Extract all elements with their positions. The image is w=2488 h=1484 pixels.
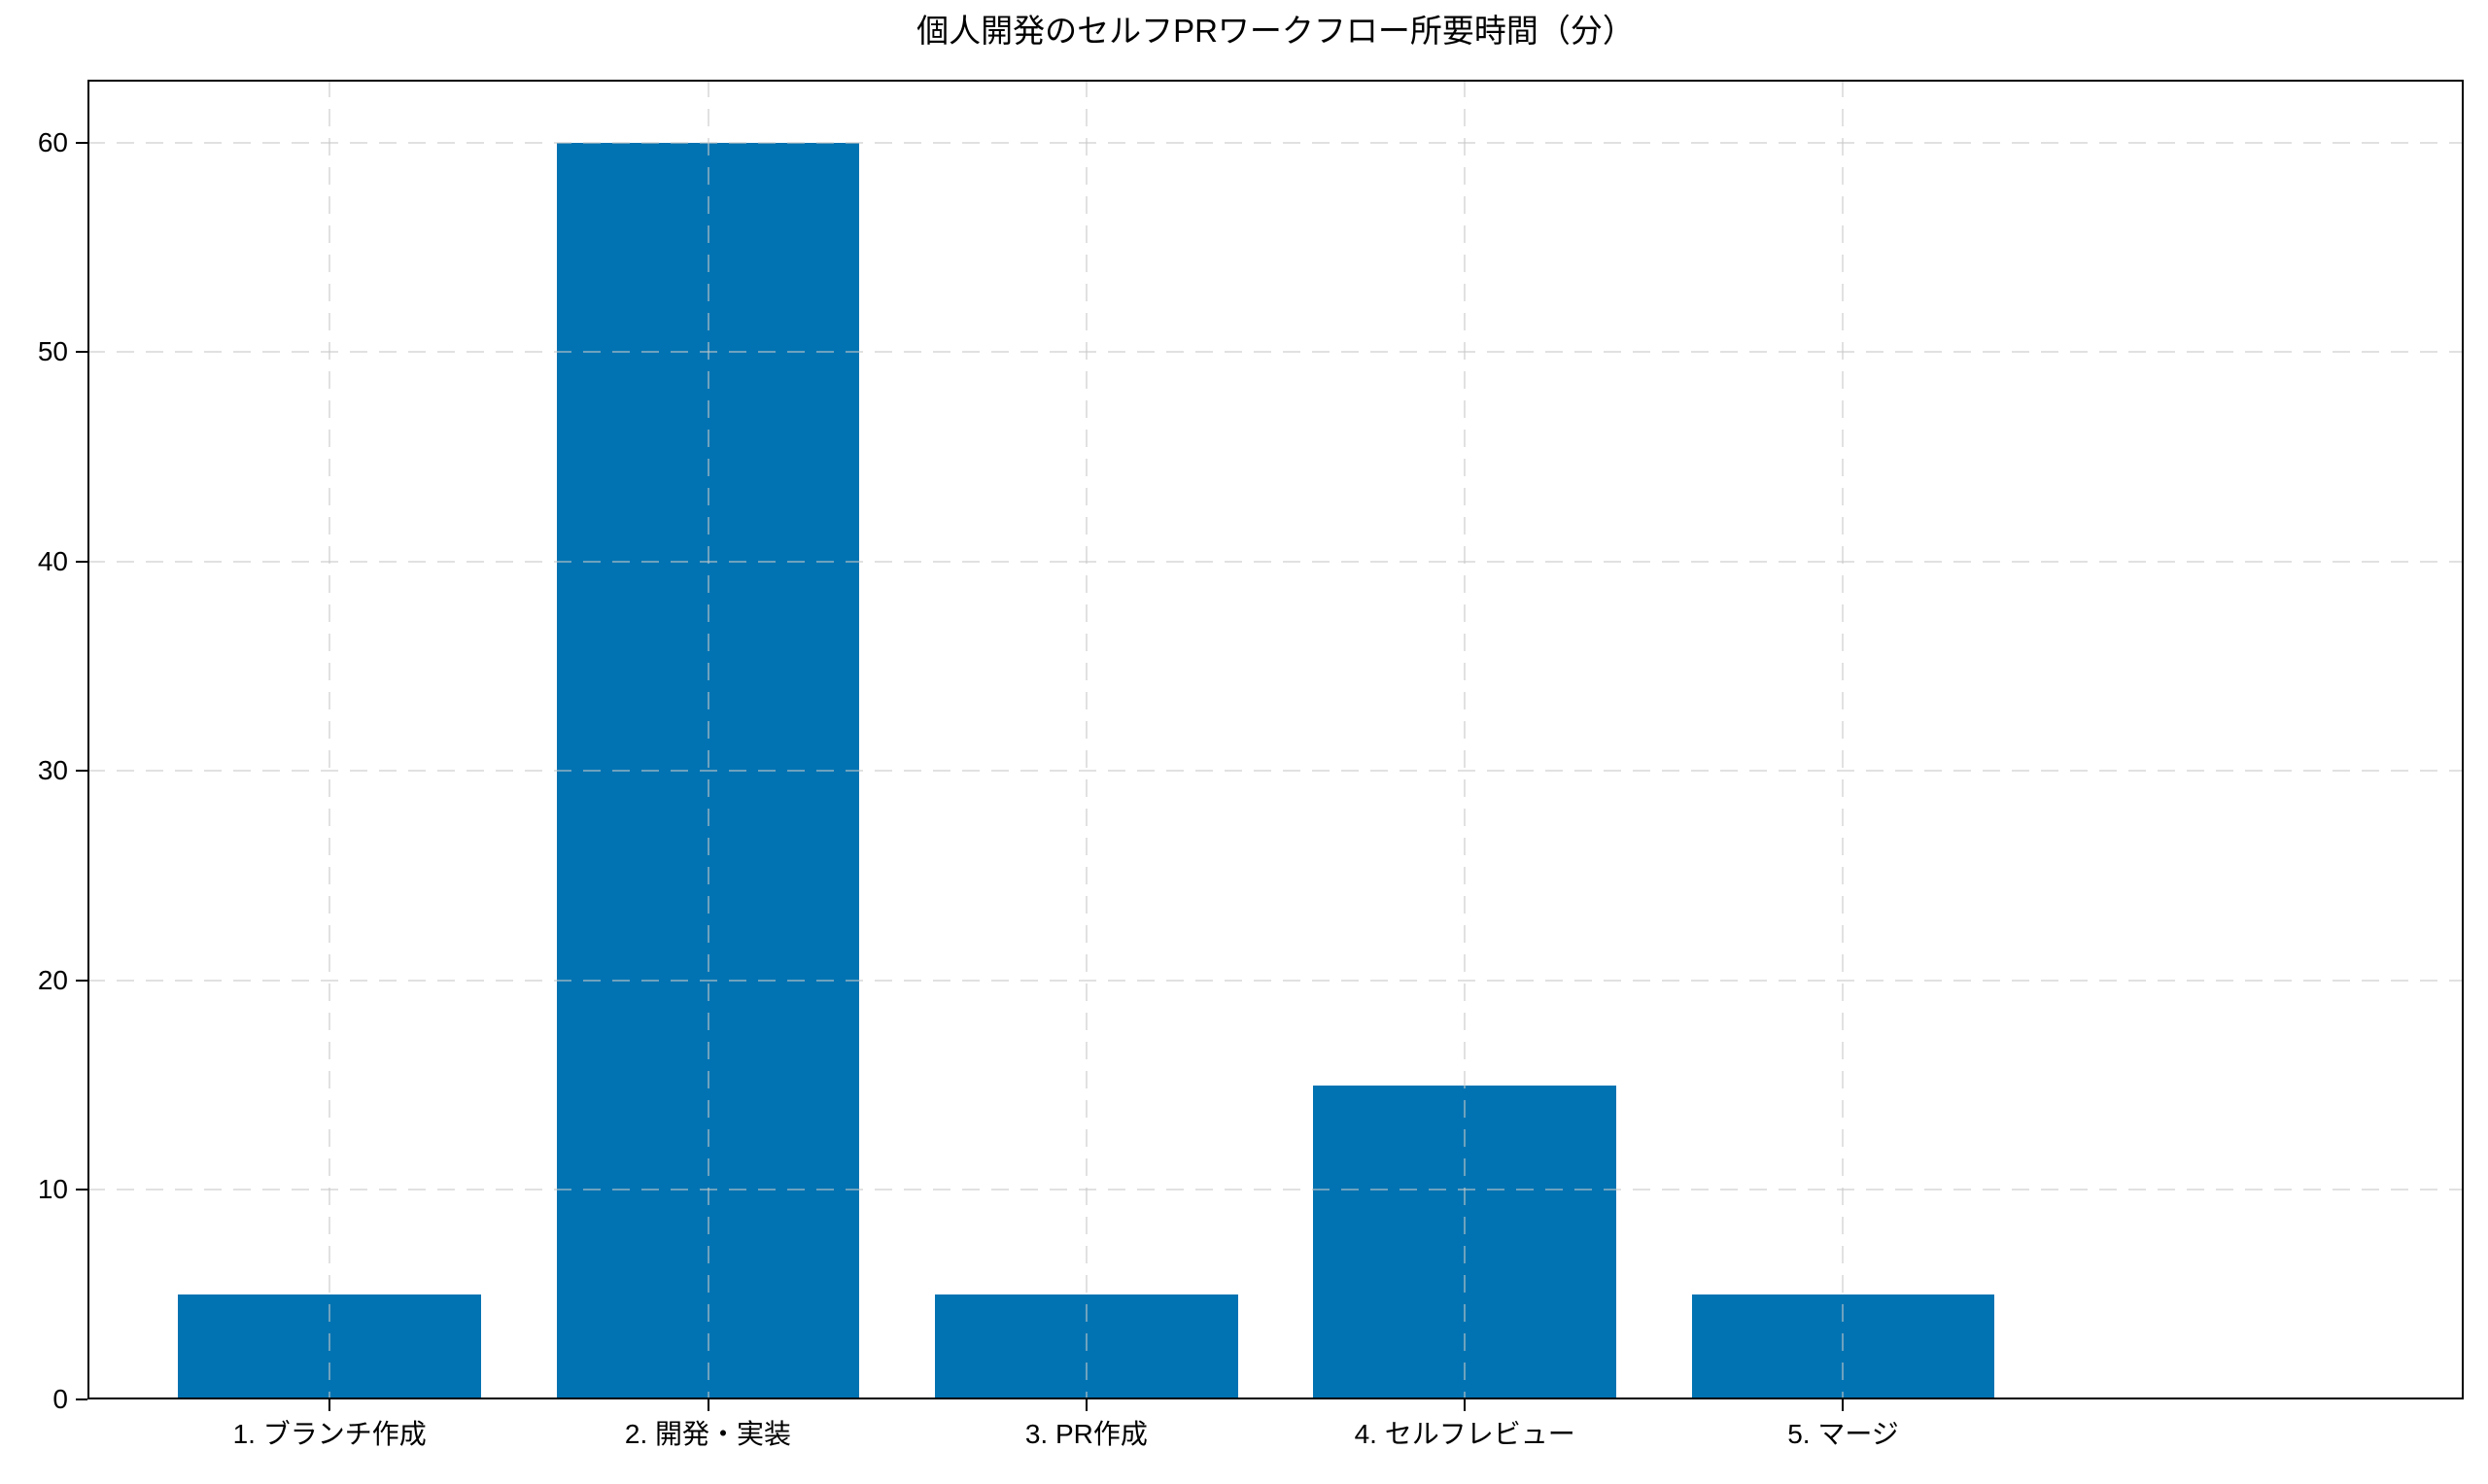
gridline-y-20: [87, 979, 2464, 982]
gridline-y-60: [87, 141, 2464, 144]
y-tick-mark-60: [76, 141, 87, 144]
chart-title: 個人開発のセルフPRワークフロー所要時間（分）: [916, 13, 1635, 49]
x-tick-mark-3: [1085, 1399, 1088, 1411]
x-tick-mark-2: [707, 1399, 709, 1411]
y-tick-mark-20: [76, 979, 87, 982]
y-tick-mark-30: [76, 770, 87, 773]
y-tick-mark-0: [76, 1398, 87, 1400]
y-tick-label-60: 60: [37, 126, 68, 157]
y-tick-mark-40: [76, 560, 87, 563]
x-tick-label-2: 2. 開発・実装: [624, 1419, 792, 1449]
x-tick-mark-1: [328, 1399, 331, 1411]
gridline-x-4: [1464, 80, 1467, 1399]
gridline-y-10: [87, 1189, 2464, 1191]
axes-spines: [87, 80, 2464, 1399]
x-tick-label-5: 5. マージ: [1787, 1419, 1899, 1449]
x-tick-label-4: 4. セルフレビュー: [1354, 1419, 1575, 1449]
y-tick-label-0: 0: [52, 1384, 68, 1414]
plot-area: [87, 80, 2464, 1399]
gridline-y-50: [87, 351, 2464, 354]
gridline-x-5: [1842, 80, 1845, 1399]
y-tick-mark-10: [76, 1189, 87, 1191]
y-tick-label-20: 20: [37, 964, 68, 995]
y-tick-label-40: 40: [37, 545, 68, 576]
gridline-x-2: [707, 80, 709, 1399]
y-tick-label-10: 10: [37, 1174, 68, 1205]
y-tick-mark-50: [76, 351, 87, 354]
x-tick-label-1: 1. ブランチ作成: [232, 1419, 427, 1449]
x-tick-mark-4: [1464, 1399, 1467, 1411]
gridline-x-3: [1085, 80, 1088, 1399]
y-tick-label-30: 30: [37, 755, 68, 786]
x-tick-mark-5: [1842, 1399, 1845, 1411]
gridline-y-40: [87, 560, 2464, 563]
x-tick-label-3: 3. PR作成: [1024, 1419, 1148, 1449]
gridline-x-1: [328, 80, 331, 1399]
y-tick-label-50: 50: [37, 336, 68, 367]
gridline-y-30: [87, 770, 2464, 773]
